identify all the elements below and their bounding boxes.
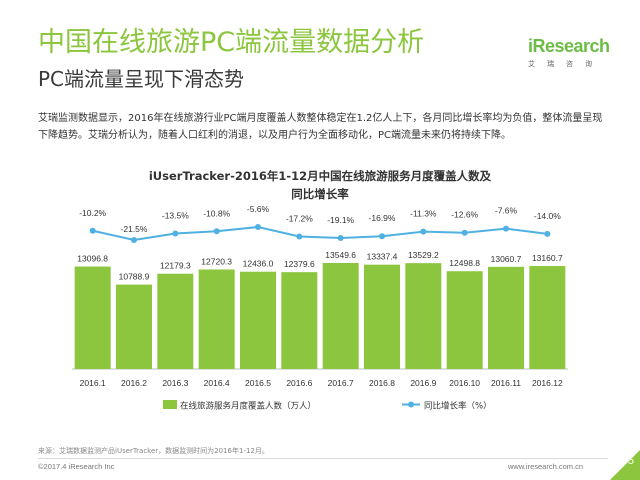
- bar: [529, 266, 566, 369]
- page-title: 中国在线旅游PC端流量数据分析: [38, 27, 425, 58]
- bar: [157, 273, 194, 369]
- line-value-label: -14.0%: [534, 211, 561, 221]
- x-tick-label: 2016.8: [369, 378, 395, 388]
- line-value-label: -10.2%: [79, 208, 106, 218]
- line-value-label: -17.2%: [286, 213, 313, 223]
- line-point: [503, 225, 509, 232]
- line-value-label: -7.6%: [495, 206, 518, 216]
- bar-value-label: 13529.2: [408, 250, 439, 260]
- page-number: 5: [627, 455, 634, 467]
- x-tick-label: 2016.5: [245, 378, 271, 388]
- legend-bar-label: 在线旅游服务月度覆盖人数（万人）: [180, 401, 316, 412]
- legend-line-marker: [408, 401, 414, 408]
- source-note: 来源：艾瑞数据监测产品iUserTracker，数据监测时间为2016年1-12…: [38, 447, 269, 455]
- line-point: [131, 237, 137, 243]
- line-value-label: -5.6%: [247, 204, 270, 214]
- bar: [74, 266, 111, 369]
- legend-line-label: 同比增长率（%）: [424, 401, 492, 412]
- chart-title-line2: 同比增长率: [291, 187, 349, 201]
- line-point: [89, 227, 96, 234]
- bar-value-label: 12498.8: [449, 258, 480, 268]
- bar-value-label: 10788.9: [119, 272, 150, 282]
- bar: [240, 271, 276, 369]
- line-point: [544, 230, 551, 237]
- bar-value-label: 12179.3: [160, 261, 191, 271]
- line-point: [172, 230, 179, 237]
- x-tick-label: 2016.11: [491, 378, 521, 388]
- x-tick-label: 2016.3: [162, 378, 188, 388]
- line-point: [461, 229, 468, 236]
- bar-value-label: 12379.6: [284, 259, 315, 269]
- line-value-label: -11.3%: [410, 209, 437, 219]
- line-point: [296, 233, 303, 240]
- bar: [446, 271, 483, 369]
- chart-title-line1: iUserTracker-2016年1-12月中国在线旅游服务月度覆盖人数及: [148, 169, 492, 183]
- bar: [364, 264, 400, 369]
- line-value-label: -16.9%: [369, 213, 396, 223]
- line-point: [213, 228, 220, 235]
- x-tick-label: 2016.2: [121, 378, 147, 388]
- bar: [281, 272, 318, 369]
- iresearch-logo: iResearch 艾瑞咨询: [528, 36, 610, 69]
- logo-subtext: 艾瑞咨询: [528, 60, 604, 68]
- x-tick-label: 2016.7: [328, 378, 354, 388]
- bar: [116, 284, 152, 369]
- line-value-label: -13.5%: [162, 210, 189, 220]
- corner-decoration: [610, 450, 640, 480]
- x-tick-label: 2016.6: [286, 378, 312, 388]
- line-point: [255, 224, 261, 230]
- website-text: www.iresearch.com.cn: [508, 462, 584, 471]
- bar-value-label: 12436.0: [243, 259, 274, 269]
- bar: [198, 269, 235, 369]
- x-tick-label: 2016.1: [80, 378, 106, 388]
- footer-divider: [38, 458, 608, 459]
- bar-value-label: 13160.7: [532, 253, 563, 263]
- line-value-label: -19.1%: [327, 215, 354, 225]
- x-tick-label: 2016.10: [449, 378, 480, 388]
- bar: [405, 263, 442, 369]
- page-subtitle: PC端流量呈现下滑态势: [38, 67, 245, 91]
- line-point: [337, 235, 344, 242]
- bar-value-label: 13337.4: [367, 252, 398, 262]
- line-point: [420, 228, 427, 235]
- bar-value-label: 12720.3: [201, 256, 232, 266]
- growth-rate-line: [92, 225, 548, 242]
- bar-value-label: 13060.7: [491, 254, 522, 264]
- description-text: 艾瑞监测数据显示，2016年在线旅游行业PC端月度覆盖人数整体稳定在1.2亿人上…: [38, 113, 603, 141]
- line-point: [379, 233, 385, 240]
- legend-bar-swatch: [163, 400, 177, 409]
- bar-value-label: 13096.8: [77, 254, 108, 264]
- bar: [322, 263, 359, 369]
- bar: [488, 266, 524, 369]
- line-value-label: -10.8%: [203, 208, 230, 218]
- x-tick-label: 2016.12: [532, 378, 563, 388]
- x-tick-label: 2016.9: [410, 378, 436, 388]
- line-value-label: -12.6%: [451, 210, 478, 220]
- copyright-text: ©2017.4 iResearch Inc: [38, 462, 115, 471]
- bar-value-label: 13549.6: [325, 250, 356, 260]
- x-tick-label: 2016.4: [204, 378, 230, 388]
- line-value-label: -21.5%: [121, 224, 148, 234]
- logo-text: iResearch: [528, 36, 610, 56]
